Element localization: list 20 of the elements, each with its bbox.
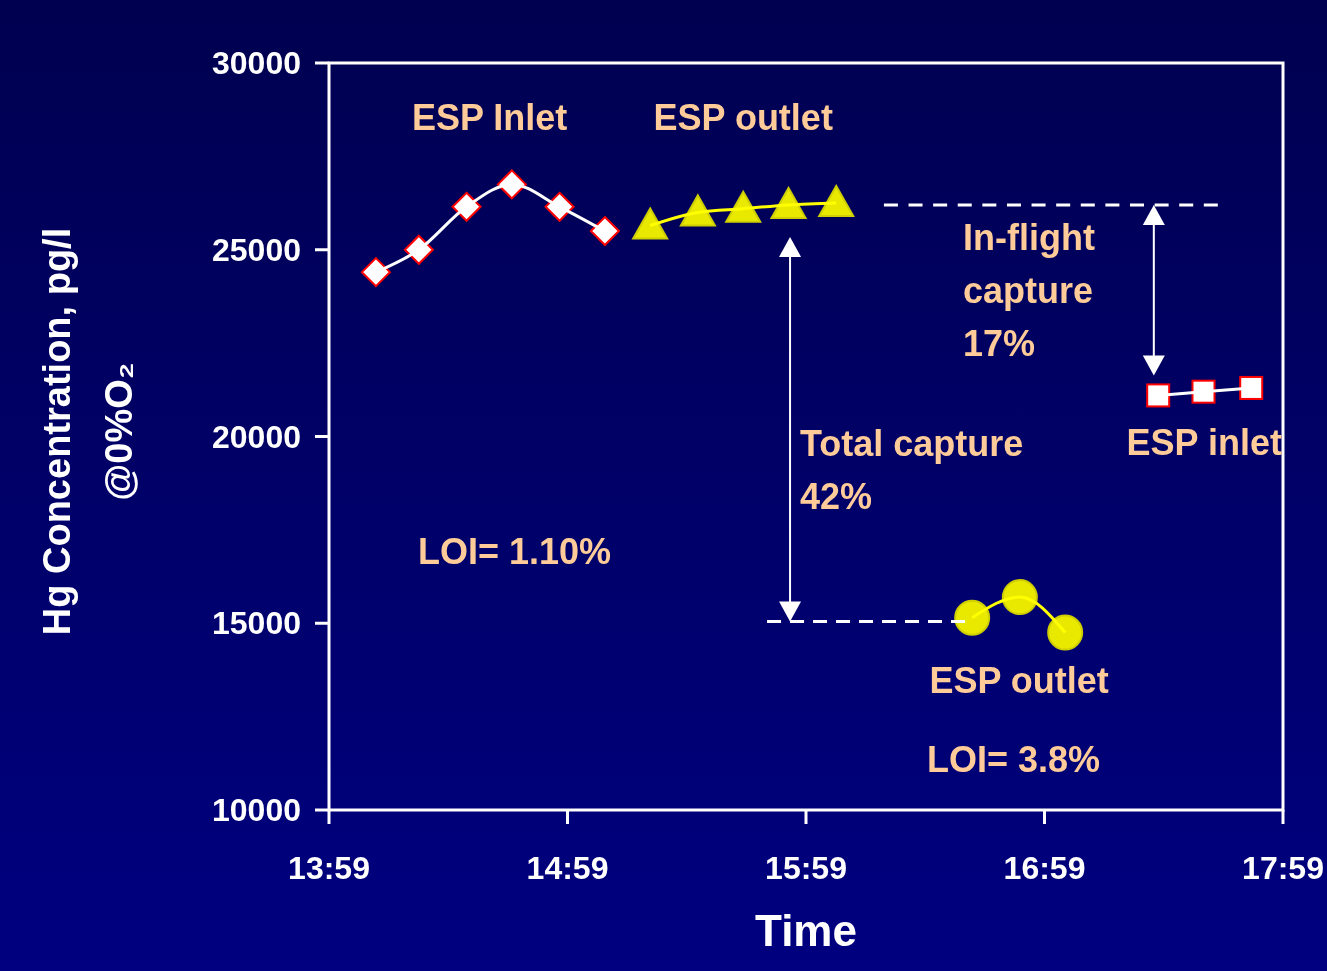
y-tick-label: 30000	[212, 45, 301, 82]
annotation: In-flight capture 17%	[963, 217, 1095, 364]
x-tick-label: 15:59	[765, 850, 847, 886]
annotation: Total capture 42%	[800, 423, 1024, 517]
x-axis-title: Time	[755, 906, 857, 955]
annotation: LOI= 3.8%	[927, 739, 1101, 780]
y-tick-label: 10000	[212, 792, 301, 829]
y-tick-label: 25000	[212, 231, 301, 268]
y-axis-title: Hg Concentration, pg/l @0%O₂	[36, 227, 140, 636]
x-tick-label: 17:59	[1242, 850, 1324, 886]
series-label: ESP inlet	[1126, 422, 1283, 464]
x-tick-label: 14:59	[526, 850, 609, 886]
x-tick-label: 13:59	[288, 850, 370, 886]
series-label: ESP Inlet	[411, 97, 568, 138]
y-tick-label: 20000	[212, 418, 301, 455]
x-tick-label: 16:59	[1003, 850, 1086, 886]
series-label: ESP outlet	[653, 97, 833, 138]
series-label: ESP outlet	[929, 659, 1109, 701]
y-tick-label: 15000	[212, 605, 301, 642]
annotation: LOI= 1.10%	[418, 531, 612, 572]
